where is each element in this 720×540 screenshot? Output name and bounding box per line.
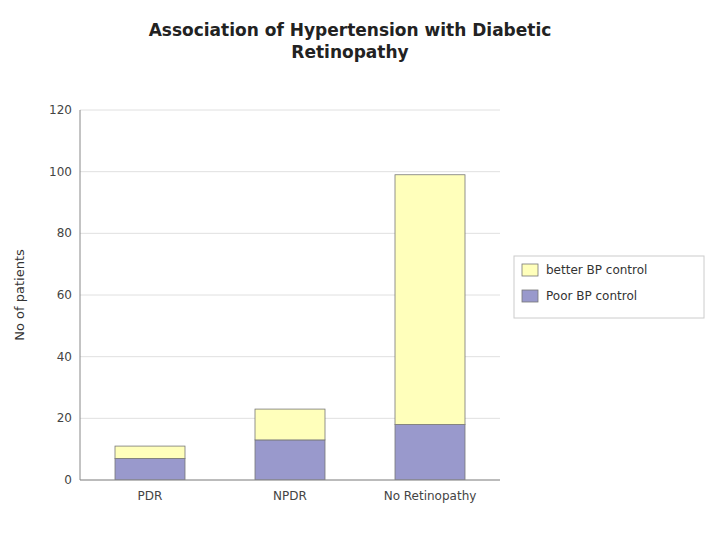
background (0, 0, 720, 540)
x-tick-label: No Retinopathy (384, 489, 477, 503)
y-tick-label: 120 (49, 103, 72, 117)
y-tick-label: 0 (64, 473, 72, 487)
x-tick-label: NPDR (273, 489, 307, 503)
x-tick-label: PDR (138, 489, 163, 503)
y-axis-label: No of patients (12, 249, 27, 341)
y-axis (80, 110, 81, 480)
grid-line (80, 480, 500, 481)
legend-swatch (522, 290, 538, 302)
legend-swatch (522, 264, 538, 276)
y-tick-label: 80 (57, 226, 72, 240)
grid-line (80, 110, 500, 111)
x-axis (80, 480, 500, 481)
legend: better BP control Poor BP control (514, 256, 704, 318)
legend-box (514, 256, 704, 318)
title: Association of Hypertension with Diabeti… (149, 20, 552, 62)
bar-segment (395, 175, 465, 425)
y-tick-label: 60 (57, 288, 72, 302)
y-tick-label: 40 (57, 350, 72, 364)
legend-label: Poor BP control (546, 289, 637, 303)
y-tick-label: 100 (49, 165, 72, 179)
bar-segment (255, 409, 325, 440)
chart: Association of Hypertension with Diabeti… (0, 0, 720, 540)
legend-label: better BP control (546, 263, 647, 277)
grid-line (80, 171, 500, 172)
bar-segment (115, 458, 185, 480)
y-tick-label: 20 (57, 411, 72, 425)
bar-segment (115, 446, 185, 458)
bar-segment (395, 425, 465, 481)
bars (115, 175, 465, 480)
grid (80, 110, 500, 480)
bar-segment (255, 440, 325, 480)
